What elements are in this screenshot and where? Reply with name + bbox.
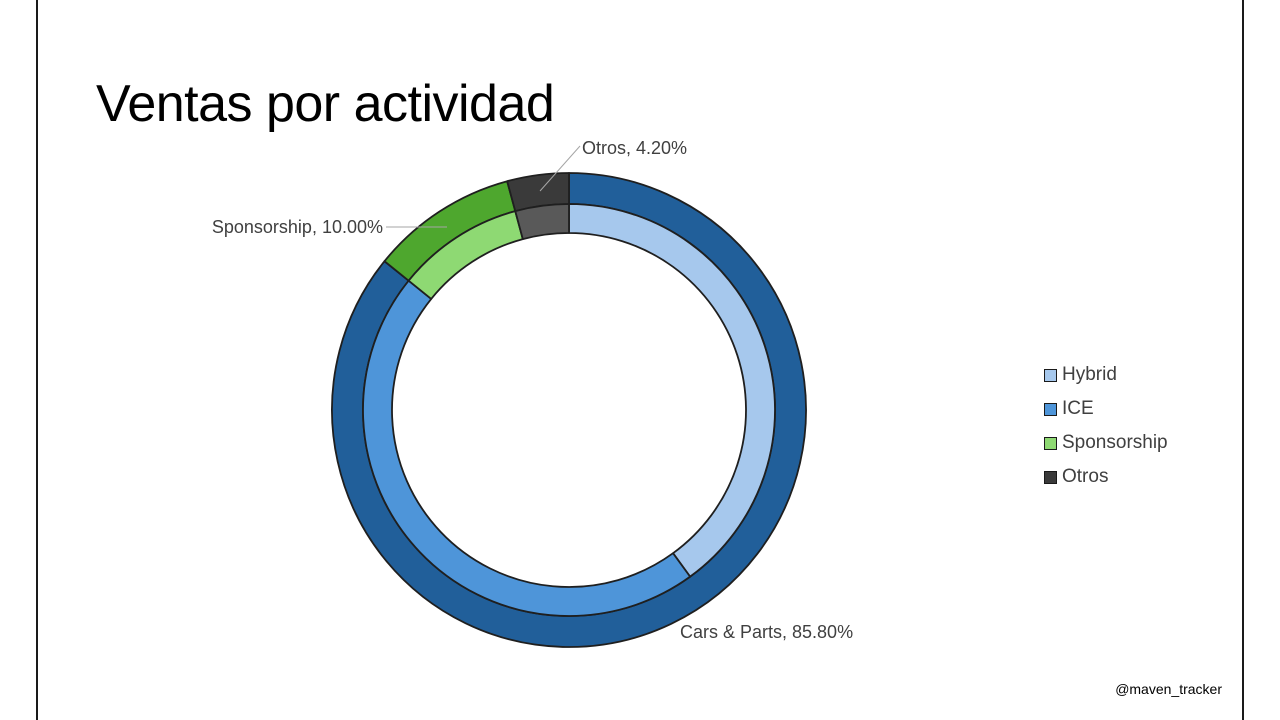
legend-item-hybrid: Hybrid xyxy=(1044,358,1168,392)
legend-item-sponsorship: Sponsorship xyxy=(1044,426,1168,460)
leader-line-otros xyxy=(539,145,581,192)
legend-item-ice: ICE xyxy=(1044,392,1168,426)
legend-label-hybrid: Hybrid xyxy=(1062,364,1117,385)
data-label-otros: Otros, 4.20% xyxy=(582,138,687,158)
outer-ring xyxy=(331,172,807,648)
slide-title: Ventas por actividad xyxy=(96,75,555,133)
legend-label-ice: ICE xyxy=(1062,398,1094,419)
inner-ring xyxy=(362,203,776,617)
legend-swatch-hybrid xyxy=(1044,368,1057,382)
leader-lines xyxy=(386,145,581,228)
legend-swatch-ice xyxy=(1044,402,1057,416)
data-label-sponsorship: Sponsorship, 10.00% xyxy=(212,217,383,237)
legend-swatch-sponsorship xyxy=(1044,436,1057,450)
data-label-cars-and-parts: Cars & Parts, 85.80% xyxy=(680,622,853,642)
chart-legend: Hybrid ICE Sponsorship Otros xyxy=(1044,358,1168,494)
data-labels: Cars & Parts, 85.80% Sponsorship, 10.00% O… xyxy=(212,138,853,642)
legend-item-otros: Otros xyxy=(1044,460,1168,494)
legend-label-sponsorship: Sponsorship xyxy=(1062,432,1168,453)
legend-swatch-otros xyxy=(1044,470,1057,484)
legend-label-otros: Otros xyxy=(1062,466,1109,487)
author-handle: @maven_tracker xyxy=(1115,681,1222,697)
inner-slice-otros xyxy=(514,203,570,241)
slide-frame xyxy=(36,0,1244,720)
